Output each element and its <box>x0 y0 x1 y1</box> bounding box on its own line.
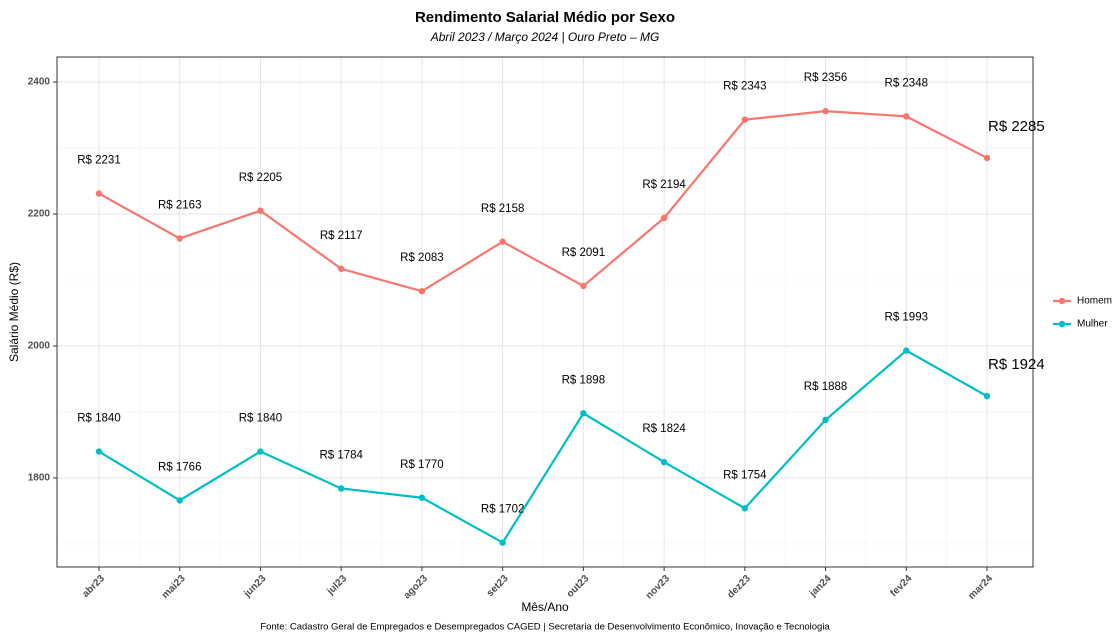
data-label: R$ 1784 <box>319 450 363 462</box>
point <box>903 113 910 120</box>
data-label: R$ 1754 <box>723 469 767 481</box>
point <box>418 494 426 501</box>
line <box>98 109 988 293</box>
data-label: R$ 2205 <box>239 172 282 184</box>
plot-panel <box>57 57 1033 567</box>
data-label: R$ 1924 <box>988 356 1045 373</box>
y-axis-label: Salário Médio (R$) <box>7 262 21 362</box>
y-tick-label: 2000 <box>28 341 51 352</box>
point <box>176 497 183 504</box>
point <box>741 116 749 123</box>
data-label: R$ 2083 <box>400 252 443 264</box>
point <box>176 235 183 242</box>
chart-title: Rendimento Salarial Médio por Sexo <box>415 9 675 26</box>
data-label: R$ 1824 <box>642 423 686 435</box>
y-tick-label: 2200 <box>28 209 51 220</box>
point <box>660 214 668 222</box>
legend-label: Homem <box>1077 296 1112 307</box>
data-label: R$ 2158 <box>481 203 524 215</box>
x-axis-label: Mês/Ano <box>521 600 569 614</box>
data-label: R$ 1840 <box>239 413 282 425</box>
point <box>822 416 829 424</box>
data-label: R$ 2285 <box>988 118 1045 135</box>
data-label: R$ 2348 <box>885 77 928 89</box>
caption: Fonte: Cadastro Geral de Empregados e De… <box>260 622 830 633</box>
data-label: R$ 1888 <box>804 381 847 393</box>
point <box>741 505 749 512</box>
point <box>903 347 910 354</box>
data-label: R$ 2356 <box>804 72 847 84</box>
point <box>418 288 426 295</box>
point <box>580 410 587 417</box>
point <box>499 539 506 546</box>
data-label: R$ 2194 <box>642 179 686 191</box>
data-label: R$ 2117 <box>320 230 363 242</box>
point <box>257 448 264 455</box>
line <box>98 349 988 545</box>
point <box>337 485 345 492</box>
point <box>337 265 345 272</box>
legend-point <box>1058 297 1066 305</box>
data-label: R$ 1898 <box>562 374 605 386</box>
point <box>499 238 506 245</box>
data-label: R$ 1993 <box>885 312 928 324</box>
legend-label: Mulher <box>1077 319 1108 330</box>
point <box>822 107 829 115</box>
point <box>95 190 103 197</box>
legend-point <box>1058 320 1066 328</box>
data-label: R$ 2163 <box>158 199 201 211</box>
point <box>983 392 991 400</box>
point <box>660 458 668 466</box>
y-tick-label: 1800 <box>28 473 51 484</box>
point <box>580 282 587 290</box>
data-label: R$ 2231 <box>77 155 120 167</box>
point <box>257 207 264 214</box>
data-label: R$ 1840 <box>77 413 120 425</box>
data-label: R$ 2343 <box>723 81 766 93</box>
plot-border <box>56 56 1034 568</box>
point <box>95 448 103 455</box>
data-label: R$ 2091 <box>562 247 605 259</box>
chart-subtitle: Abril 2023 / Março 2024 | Ouro Preto – M… <box>430 30 660 44</box>
data-label: R$ 1770 <box>400 459 443 471</box>
y-tick-label: 2400 <box>28 77 51 88</box>
data-label: R$ 1702 <box>481 504 524 516</box>
data-label: R$ 1766 <box>158 461 201 473</box>
point <box>983 154 991 162</box>
